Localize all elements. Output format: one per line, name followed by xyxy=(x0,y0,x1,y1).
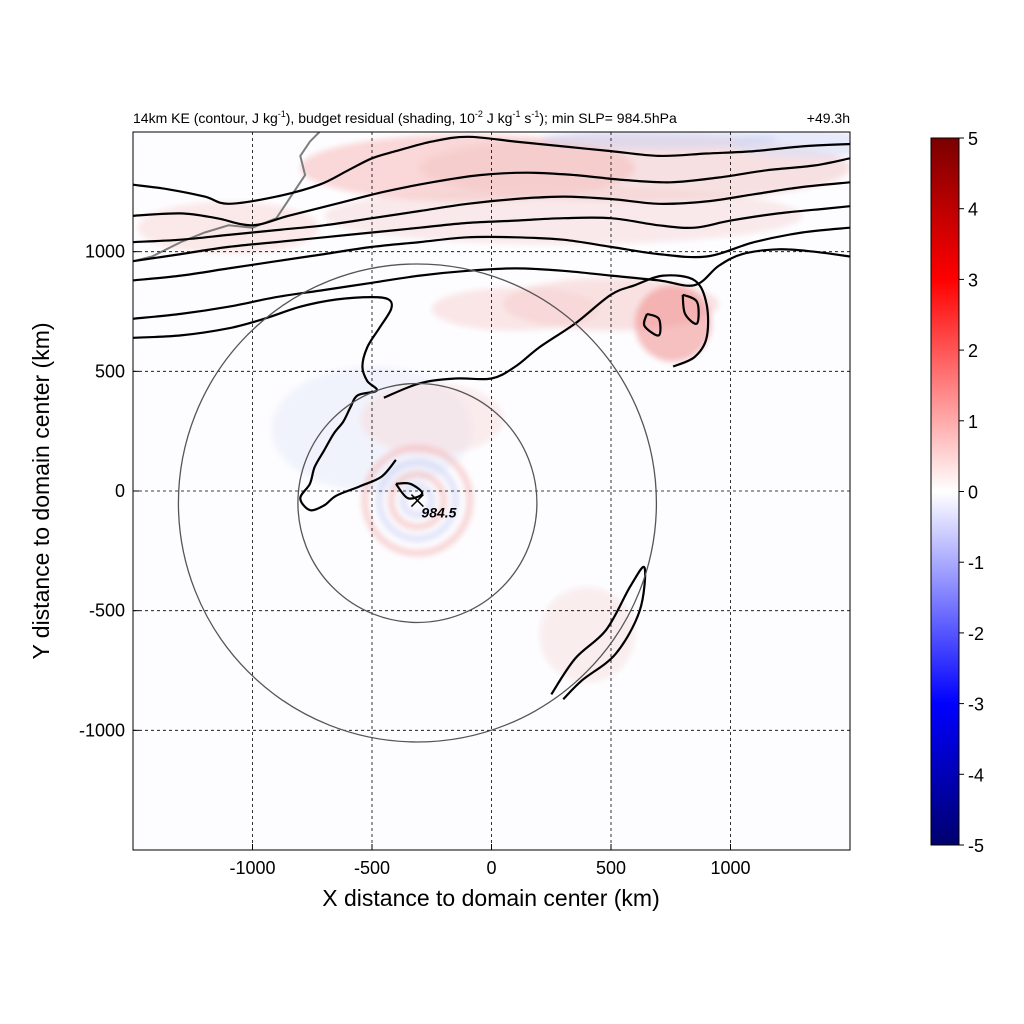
range-ring-1 xyxy=(177,263,658,743)
x-tick-label-0: -1000 xyxy=(229,858,275,878)
ke-contour-extra-1 xyxy=(395,481,424,500)
ke-contour-1 xyxy=(133,157,850,227)
colorbar: 5 4 3 2 1 0 -1 -2 -3 -4 -5 xyxy=(930,129,984,856)
core-ring-shade-1 xyxy=(388,471,447,530)
y-tick-label-2: 0 xyxy=(115,481,125,501)
colorbar-tick-label-1: 4 xyxy=(968,200,978,220)
coastline xyxy=(133,132,321,263)
colorbar-tick-label-8: -3 xyxy=(968,695,984,715)
ke-contour-extra-2 xyxy=(681,293,700,325)
ke-contour-3 xyxy=(133,205,850,263)
x-axis-ticks: -1000 -500 0 500 1000 xyxy=(229,844,751,878)
y-tick-label-1: -500 xyxy=(89,601,125,621)
x-tick-label-4: 1000 xyxy=(710,858,750,878)
range-rings xyxy=(177,263,658,743)
colorbar-ticks: 5 4 3 2 1 0 -1 -2 -3 -4 -5 xyxy=(959,129,984,856)
y-axis-title: Y distance to domain center (km) xyxy=(28,322,54,659)
core-ring-shade-2 xyxy=(376,459,459,542)
colorbar-tick-label-5: 0 xyxy=(968,483,978,503)
ke-contour-5 xyxy=(133,248,850,320)
x-tick-label-3: 500 xyxy=(596,858,626,878)
ke-contour-extra-4 xyxy=(383,274,710,399)
colorbar-gradient xyxy=(930,137,960,846)
shading-patch-2 xyxy=(324,187,803,245)
y-tick-label-0: -1000 xyxy=(79,720,125,740)
min-slp-label: 984.5 xyxy=(421,505,456,521)
colorbar-tick-label-9: -4 xyxy=(968,765,984,785)
time-label: +49.3h xyxy=(807,110,850,126)
ke-contour-extra-0 xyxy=(550,565,647,700)
colorbar-tick-label-6: -1 xyxy=(968,553,984,573)
core-ring-shade-0 xyxy=(400,483,435,518)
x-tick-label-1: -500 xyxy=(354,858,390,878)
chart-title: 14km KE (contour, J kg-1), budget residu… xyxy=(133,109,677,126)
y-tick-label-3: 500 xyxy=(95,361,125,381)
x-axis-title: X distance to domain center (km) xyxy=(322,885,659,911)
y-tick-label-4: 1000 xyxy=(85,242,125,262)
plot-area: 984.5 xyxy=(132,131,851,851)
x-tick-label-2: 0 xyxy=(486,858,496,878)
ke-contours xyxy=(133,135,850,700)
ke-contour-2 xyxy=(133,181,850,244)
colorbar-tick-label-10: -5 xyxy=(968,836,984,856)
shading-patch-7 xyxy=(360,383,504,456)
colorbar-tick-label-7: -2 xyxy=(968,624,984,644)
ke-contour-4 xyxy=(133,226,850,282)
colorbar-tick-label-4: 1 xyxy=(968,412,978,432)
shading-patch-11 xyxy=(539,586,635,683)
colorbar-tick-label-2: 3 xyxy=(968,270,978,290)
core-ring-shade-3 xyxy=(361,444,473,557)
storm-center: 984.5 xyxy=(410,494,457,521)
shading-patch-4 xyxy=(634,285,712,362)
shading-patch-5 xyxy=(431,287,600,331)
colorbar-tick-label-0: 5 xyxy=(968,129,978,149)
shading-patch-10 xyxy=(539,132,779,149)
ke-contour-extra-3 xyxy=(642,312,662,337)
ke-contour-0 xyxy=(133,135,850,205)
ke-contour-6 xyxy=(133,295,397,512)
storm-center-mark-b xyxy=(410,494,424,508)
range-ring-0 xyxy=(297,382,538,624)
y-axis-ticks: -1000 -500 0 500 1000 xyxy=(79,242,139,740)
colorbar-tick-label-3: 2 xyxy=(968,341,978,361)
coastline-path xyxy=(133,132,321,263)
